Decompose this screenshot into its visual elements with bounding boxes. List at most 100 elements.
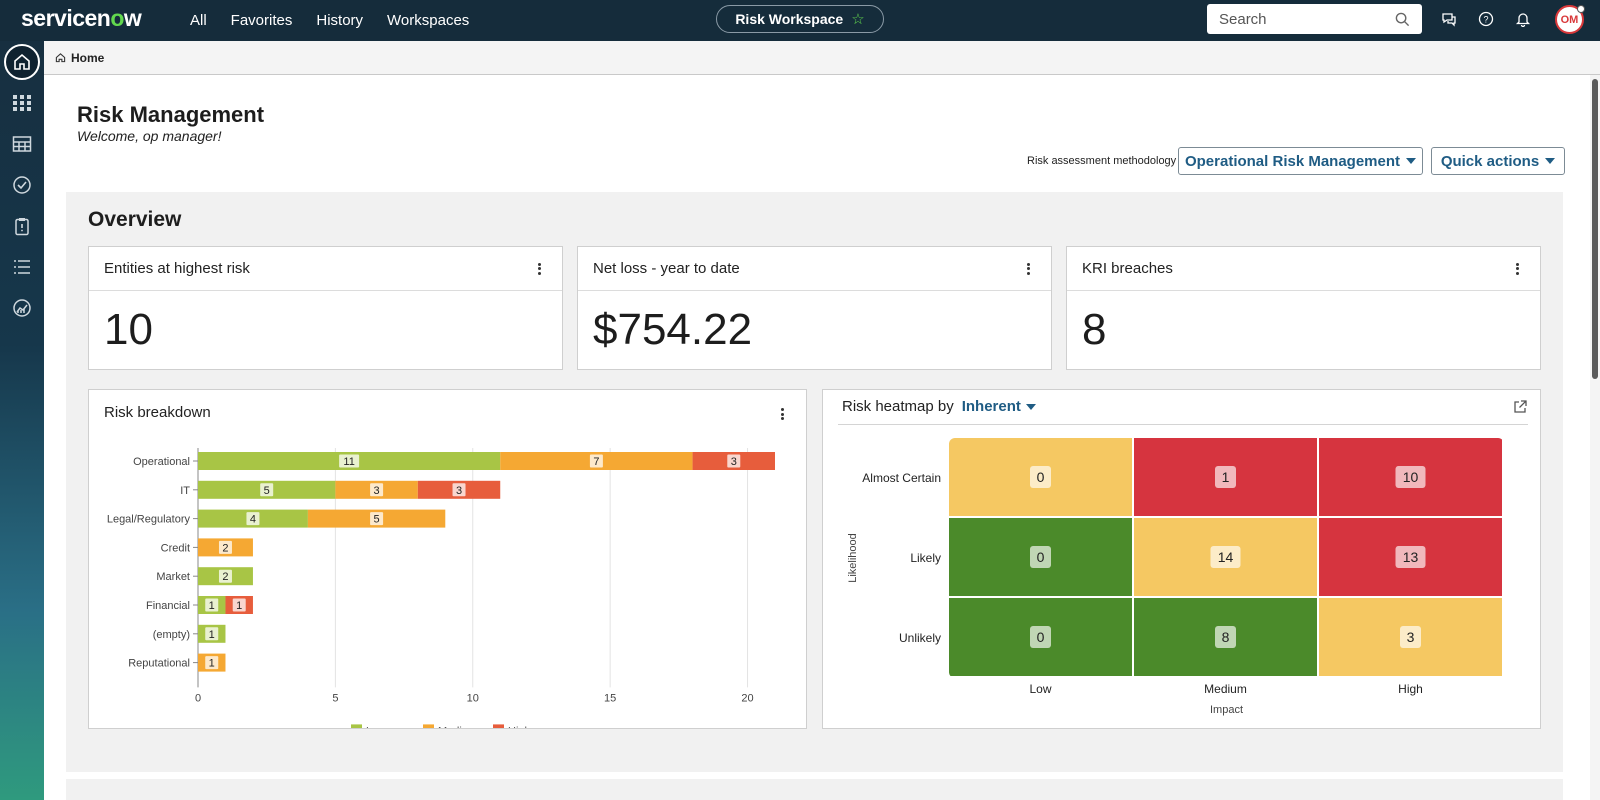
- nav-all[interactable]: All: [190, 12, 207, 29]
- servicenow-logo[interactable]: servicenow: [21, 5, 142, 31]
- risk-heatmap-card: Risk heatmap by Inherent 0 1 10 0 14 13 0 8 3 Alm…: [822, 389, 1541, 729]
- data-label: 5: [264, 485, 270, 497]
- analytics-icon[interactable]: [4, 290, 40, 326]
- data-label-bg: [218, 540, 232, 554]
- nav-workspaces[interactable]: Workspaces: [387, 12, 470, 29]
- data-label-bg: [205, 598, 219, 612]
- risk-breakdown-card: Risk breakdown 0 5 10 15 20 Operational 11 7 3 IT…: [88, 389, 807, 729]
- data-label: 11: [343, 456, 354, 468]
- main-nav: All Favorites History Workspaces: [190, 0, 493, 41]
- more-options-icon[interactable]: [532, 261, 546, 277]
- data-label: 5: [374, 514, 380, 526]
- y-tick-label: Operational: [133, 456, 190, 468]
- data-label: 3: [374, 485, 380, 497]
- cell-value: 13: [1403, 549, 1419, 565]
- cell-value: 1: [1222, 469, 1230, 485]
- breadcrumb-home[interactable]: Home: [71, 50, 105, 65]
- data-label-bg: [232, 598, 246, 612]
- heatmap-title: Risk heatmap by: [842, 398, 954, 415]
- star-icon[interactable]: ☆: [851, 11, 865, 28]
- kpi-card-kri-breaches[interactable]: KRI breaches 8: [1066, 246, 1541, 370]
- kpi-card-net-loss[interactable]: Net loss - year to date $754.22: [577, 246, 1052, 370]
- next-section-edge: [66, 779, 1563, 800]
- divider: [838, 424, 1528, 425]
- data-label: 3: [731, 456, 737, 468]
- clipboard-icon[interactable]: [4, 208, 40, 244]
- chat-icon[interactable]: [1440, 10, 1458, 28]
- cell-label-bg: [1215, 626, 1236, 648]
- y-tick-label: IT: [180, 485, 190, 497]
- quick-actions-button[interactable]: Quick actions: [1431, 147, 1565, 175]
- data-label-bg: [260, 483, 274, 497]
- breadcrumb: Home: [44, 41, 1600, 75]
- x-category-label: Low: [1029, 682, 1051, 696]
- cell-value: 0: [1037, 629, 1045, 645]
- data-label: 1: [209, 600, 215, 612]
- y-tick-label: (empty): [153, 629, 190, 641]
- x-tick-label: 10: [467, 692, 479, 704]
- x-tick-label: 20: [741, 692, 753, 704]
- table-icon[interactable]: [4, 126, 40, 162]
- card-title: Risk breakdown: [104, 404, 211, 421]
- more-options-icon[interactable]: [775, 406, 789, 422]
- scrollbar-thumb[interactable]: [1592, 79, 1598, 379]
- overview-section: Overview Entities at highest risk 10 Net…: [66, 192, 1563, 772]
- data-label-bg: [452, 483, 466, 497]
- data-label: 3: [456, 485, 462, 497]
- data-label: 1: [209, 629, 215, 641]
- list-icon[interactable]: [4, 249, 40, 285]
- data-label-bg: [370, 512, 384, 526]
- home-icon[interactable]: [4, 44, 40, 80]
- cell-label-bg: [1395, 546, 1426, 568]
- home-small-icon: [55, 53, 66, 63]
- help-icon[interactable]: ?: [1477, 10, 1495, 28]
- heatmap-selector[interactable]: Inherent: [962, 398, 1036, 415]
- x-category-label: Medium: [1204, 682, 1247, 696]
- y-tick-label: Market: [156, 571, 190, 583]
- methodology-dropdown[interactable]: Operational Risk Management: [1178, 147, 1423, 175]
- data-label: 2: [222, 542, 228, 554]
- workspace-label: Risk Workspace: [735, 11, 844, 27]
- overview-title: Overview: [88, 208, 182, 231]
- data-label: 2: [222, 571, 228, 583]
- data-label: 4: [250, 514, 256, 526]
- y-category-label: Almost Certain: [862, 471, 941, 485]
- kpi-card-entities[interactable]: Entities at highest risk 10: [88, 246, 563, 370]
- external-link-icon[interactable]: [1513, 400, 1527, 414]
- user-avatar[interactable]: OM: [1555, 5, 1585, 34]
- heatmap-header: Risk heatmap by Inherent: [842, 398, 1036, 415]
- y-category-label: Likely: [910, 551, 941, 565]
- legend-swatch: [351, 724, 362, 728]
- y-tick-label: Reputational: [128, 658, 190, 670]
- nav-favorites[interactable]: Favorites: [230, 12, 293, 29]
- legend-label: Low: [366, 725, 386, 728]
- global-search[interactable]: [1207, 4, 1422, 34]
- data-label-bg: [589, 454, 603, 468]
- bell-icon[interactable]: [1514, 10, 1532, 28]
- search-input[interactable]: [1219, 10, 1379, 28]
- nav-history[interactable]: History: [316, 12, 364, 29]
- search-icon[interactable]: [1395, 12, 1410, 27]
- y-category-label: Unlikely: [899, 631, 941, 645]
- cell-value: 10: [1403, 469, 1419, 485]
- data-label-bg: [246, 512, 260, 526]
- check-circle-icon[interactable]: [4, 167, 40, 203]
- data-label: 7: [593, 456, 599, 468]
- more-options-icon[interactable]: [1021, 261, 1035, 277]
- cell-value: 0: [1037, 549, 1045, 565]
- top-navigation-bar: servicenow All Favorites History Workspa…: [0, 0, 1600, 41]
- y-tick-label: Financial: [146, 600, 190, 612]
- scrollbar[interactable]: [1590, 75, 1600, 800]
- heatmap-selector-value: Inherent: [961, 398, 1021, 415]
- chevron-down-icon: [1545, 158, 1556, 164]
- quick-actions-label: Quick actions: [1440, 152, 1540, 170]
- top-icons: ?: [1440, 0, 1532, 38]
- x-tick-label: 0: [195, 692, 201, 704]
- data-label-bg: [370, 483, 384, 497]
- main-content: Risk Management Welcome, op manager! Ris…: [44, 75, 1590, 800]
- apps-grid-icon[interactable]: [4, 85, 40, 121]
- workspace-pill[interactable]: Risk Workspace ☆: [716, 5, 884, 33]
- more-options-icon[interactable]: [1510, 261, 1524, 277]
- cell-label-bg: [1030, 546, 1051, 568]
